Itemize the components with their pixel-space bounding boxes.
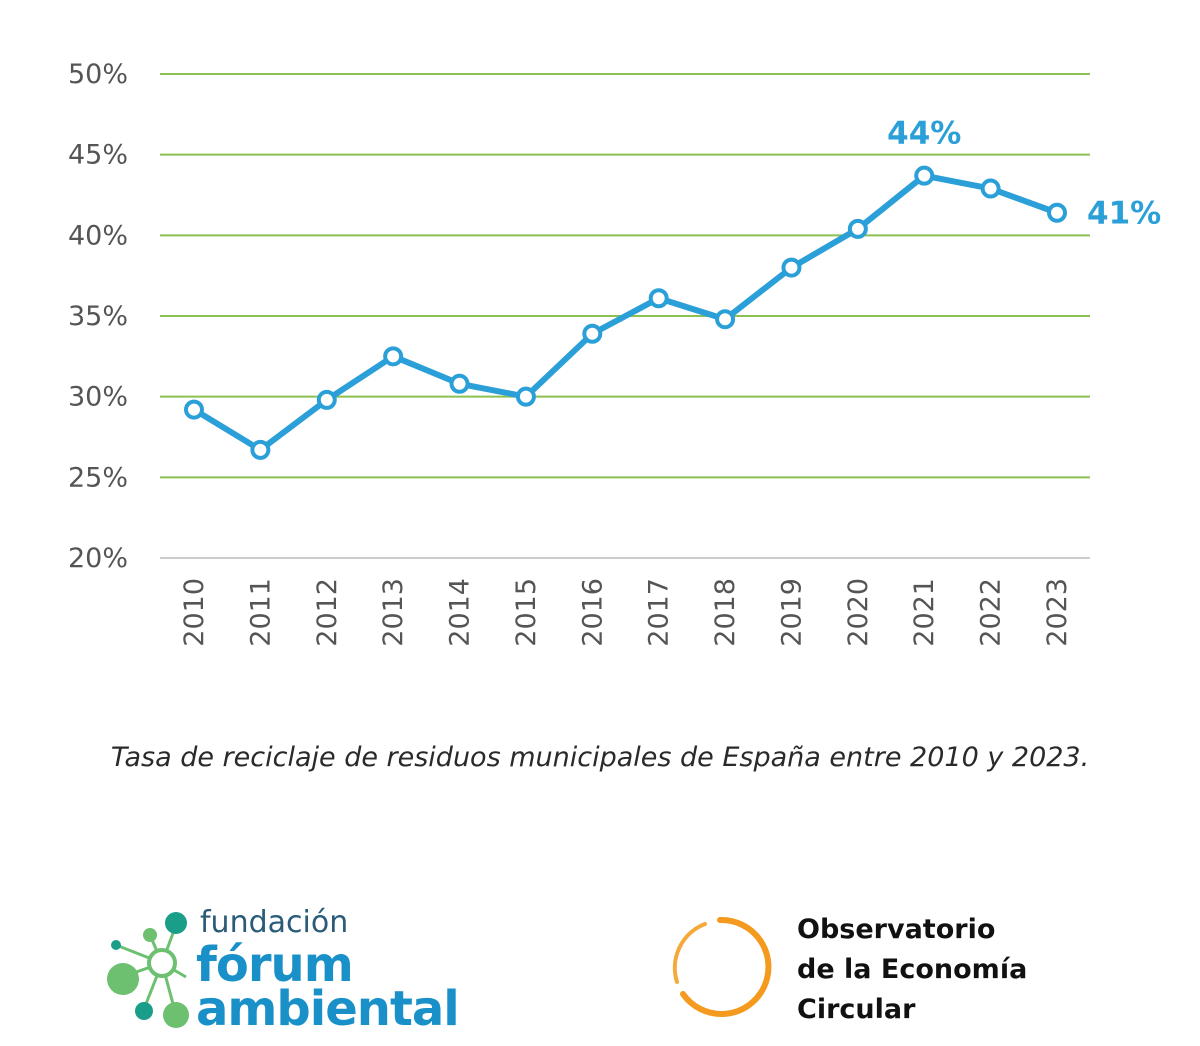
data-point xyxy=(449,373,470,394)
data-point xyxy=(980,178,1001,199)
observatorio-economia-circular-logo: Observatorio de la Economía Circular xyxy=(665,910,1085,1030)
logo-line-forum: fórum xyxy=(196,937,354,993)
logo-line-ambiental: ambiental xyxy=(196,981,460,1037)
data-point xyxy=(715,309,736,330)
x-tick-label: 2021 xyxy=(909,578,940,647)
circle-ring-icon xyxy=(672,916,772,1017)
x-tick-label: 2017 xyxy=(644,578,675,647)
x-tick-label: 2010 xyxy=(179,578,210,647)
logo-line-fundacion: fundación xyxy=(200,905,349,940)
data-point xyxy=(316,389,337,410)
data-point xyxy=(582,323,603,344)
x-tick-label: 2011 xyxy=(245,578,276,647)
x-tick-label: 2022 xyxy=(976,578,1007,647)
data-point xyxy=(847,218,868,239)
y-tick-label: 35% xyxy=(68,301,128,332)
data-label: 41% xyxy=(1087,196,1161,232)
data-point xyxy=(383,346,404,367)
data-point xyxy=(648,288,669,309)
line-chart: 20% 25% 30% 35% 40% 45% 50% 2010 2011 2012 2013 201… xyxy=(68,59,1161,647)
chart-caption: Tasa de reciclaje de residuos municipale… xyxy=(110,742,1090,773)
y-tick-label: 50% xyxy=(68,59,128,90)
y-tick-label: 20% xyxy=(68,543,128,574)
data-label: 44% xyxy=(887,116,961,152)
molecule-icon xyxy=(107,912,189,1028)
data-point xyxy=(515,386,536,407)
y-tick-label: 25% xyxy=(68,462,128,493)
x-tick-label: 2018 xyxy=(710,578,741,647)
x-tick-label: 2019 xyxy=(776,578,807,647)
data-point xyxy=(184,399,204,420)
x-tick-label: 2013 xyxy=(378,578,409,647)
x-tick-label: 2016 xyxy=(577,578,608,647)
x-tick-label: 2023 xyxy=(1042,578,1073,647)
data-point xyxy=(250,439,271,460)
series-line xyxy=(191,172,1060,453)
x-tick-label: 2020 xyxy=(843,578,874,647)
logo-line-circular: Circular xyxy=(797,994,916,1025)
x-tick-label: 2015 xyxy=(511,578,542,647)
data-point xyxy=(914,165,935,186)
logo-line-economia: de la Economía xyxy=(797,954,1028,985)
fundacion-forum-ambiental-logo: fundación fórum ambiental xyxy=(106,905,506,1035)
x-tick-label: 2014 xyxy=(445,578,476,647)
y-tick-label: 30% xyxy=(68,382,128,413)
logo-line-observatorio: Observatorio xyxy=(797,914,996,945)
data-point xyxy=(1047,202,1067,223)
x-tick-label: 2012 xyxy=(312,578,343,647)
y-tick-label: 45% xyxy=(68,140,128,171)
data-point xyxy=(781,257,802,278)
y-tick-label: 40% xyxy=(68,220,128,251)
